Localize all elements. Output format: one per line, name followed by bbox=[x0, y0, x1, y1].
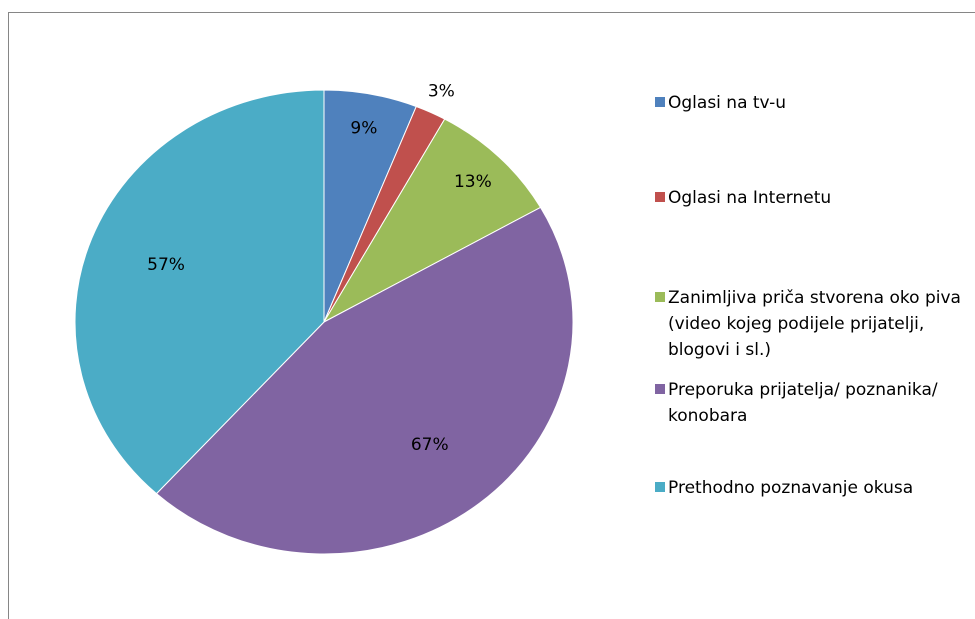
legend-swatch bbox=[655, 97, 665, 107]
frame bbox=[8, 12, 975, 619]
legend-label: Oglasi na Internetu bbox=[668, 188, 832, 208]
data-label: 57% bbox=[147, 255, 185, 275]
legend-label: Zanimljiva priča stvorena oko piva (vide… bbox=[668, 288, 961, 360]
pie-slice bbox=[74, 89, 325, 495]
legend-item: Prethodno poznavanje okusa bbox=[655, 475, 973, 501]
legend-swatch bbox=[655, 192, 665, 202]
data-label: 3% bbox=[428, 81, 455, 101]
legend-label: Prethodno poznavanje okusa bbox=[668, 478, 914, 498]
pie-slice bbox=[155, 206, 574, 555]
legend-label: Oglasi na tv-u bbox=[668, 93, 787, 113]
pie-slice bbox=[322, 118, 542, 324]
legend-item: Oglasi na Internetu bbox=[655, 185, 973, 211]
data-label: 9% bbox=[350, 118, 377, 138]
legend-item: Preporuka prijatelja/ poznanika/ konobar… bbox=[655, 377, 973, 429]
legend-item: Zanimljiva priča stvorena oko piva (vide… bbox=[655, 285, 973, 363]
legend-item: Oglasi na tv-u bbox=[655, 90, 973, 116]
legend-label: Preporuka prijatelja/ poznanika/ konobar… bbox=[668, 380, 938, 426]
legend-swatch bbox=[655, 292, 665, 302]
data-label: 13% bbox=[454, 172, 492, 192]
legend-swatch bbox=[655, 384, 665, 394]
legend-swatch bbox=[655, 482, 665, 492]
data-label: 67% bbox=[411, 435, 449, 455]
